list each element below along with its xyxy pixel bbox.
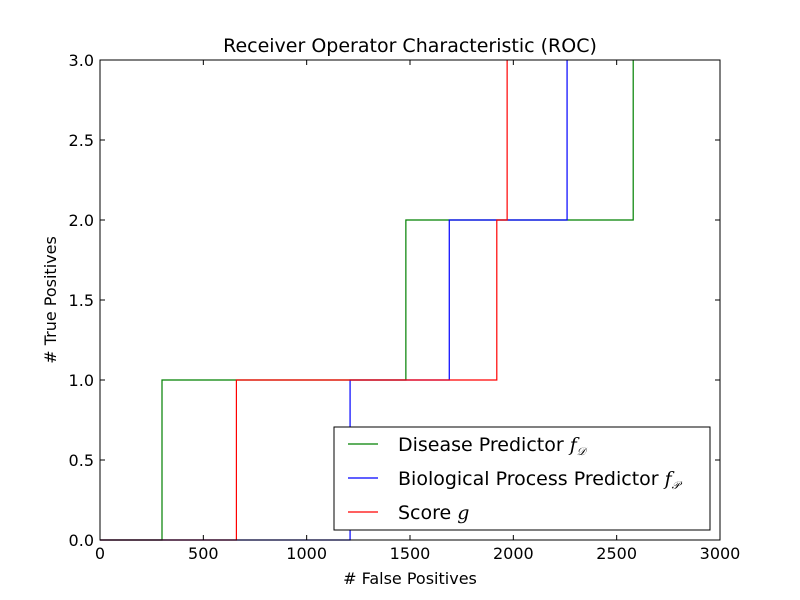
legend-math-symbol: g [457,502,469,524]
x-tick-label: 3000 [700,544,741,563]
y-tick-label: 2.0 [69,211,94,230]
legend-series-name: Biological Process Predictor [398,468,665,490]
legend-math-subscript: 𝒟 [577,445,588,458]
chart-title: Receiver Operator Characteristic (ROC) [223,35,597,57]
x-tick-label: 500 [188,544,219,563]
legend-label-0: Disease Predictor f𝒟 [398,434,588,458]
y-tick-label: 1.5 [69,291,94,310]
x-tick-label: 2000 [493,544,534,563]
x-tick-label: 1500 [390,544,431,563]
y-tick-label: 0.5 [69,451,94,470]
x-tick-label: 2500 [596,544,637,563]
tick-layer: 0 500 1000 1500 2000 2500 3000 0.0 0.5 1.0 1.5 2.0 2… [69,51,741,563]
legend-label-1: Biological Process Predictor f𝒫 [398,468,683,492]
x-tick-label: 0 [95,544,105,563]
y-tick-label: 2.5 [69,131,94,150]
legend-series-name: Disease Predictor [398,434,570,456]
legend-box [333,426,711,531]
y-tick-label: 0.0 [69,531,94,550]
y-axis-title: # True Positives [41,236,60,364]
legend-label-2: Score g [398,502,469,524]
y-tick-label: 3.0 [69,51,94,70]
legend-math-symbol: f [663,468,675,490]
legend-series-name: Score [398,502,457,524]
y-tick-label: 1.0 [69,371,94,390]
legend-math-symbol: f [568,434,580,456]
legend-math-subscript: 𝒫 [672,479,683,492]
x-tick-label: 1000 [286,544,327,563]
x-axis-title: # False Positives [343,569,477,588]
